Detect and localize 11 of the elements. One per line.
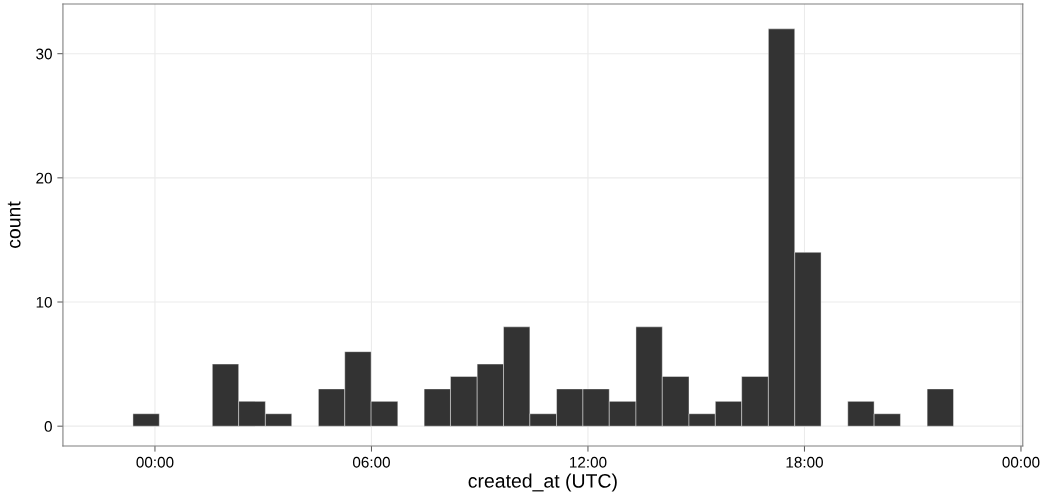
y-tick-label: 20: [36, 172, 52, 184]
y-tick-label: 0: [44, 421, 52, 432]
y-axis-title: count: [7, 201, 21, 248]
x-tick-label: 06:00: [352, 456, 390, 468]
x-tick-label: 00:00: [1002, 456, 1040, 468]
x-tick-label: 00:00: [136, 456, 174, 468]
y-tick-label: 30: [36, 48, 52, 60]
x-axis-title: created_at (UTC): [468, 473, 617, 492]
x-tick-label: 12:00: [570, 456, 607, 468]
x-tick-label: 18:00: [786, 456, 823, 468]
y-tick-label: 10: [36, 296, 52, 308]
